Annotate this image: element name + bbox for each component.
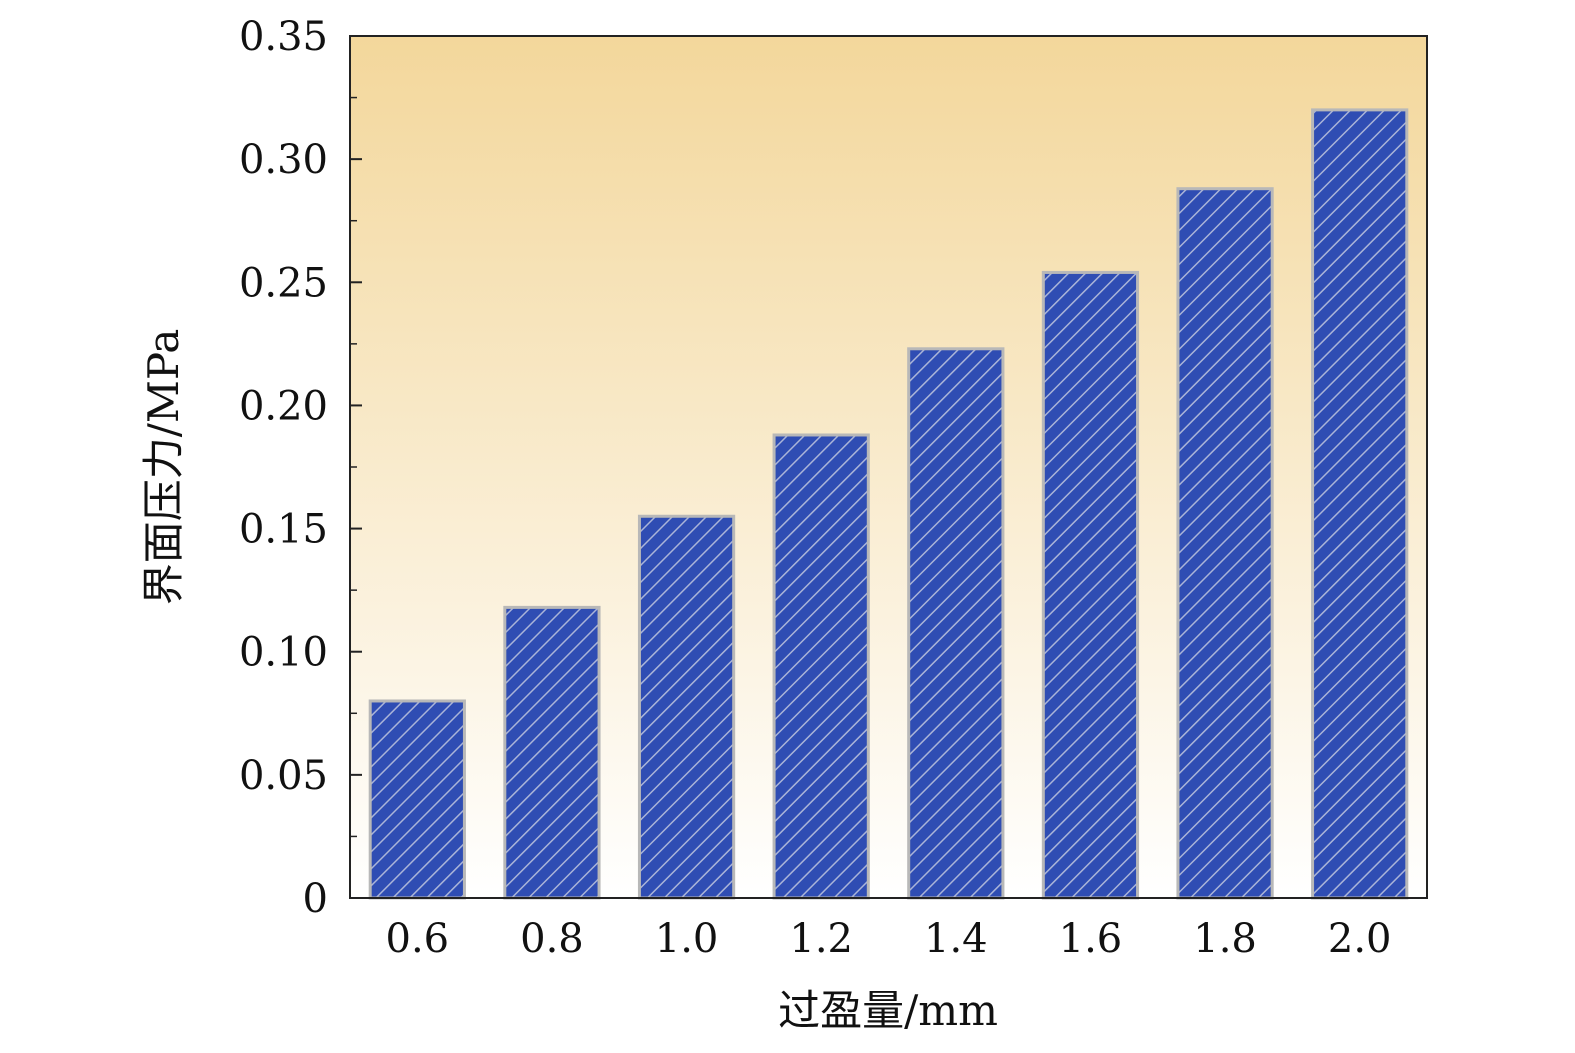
x-axis-title: 过盈量/mm [778,986,998,1035]
x-tick-label: 1.6 [1059,916,1123,962]
x-tick-label: 1.2 [789,916,853,962]
bar-1.8 [1176,187,1274,900]
y-tick-label: 0.05 [239,753,328,799]
y-tick-label: 0.20 [239,383,328,429]
y-tick-label: 0.35 [239,14,328,60]
y-tick-label: 0.10 [239,630,328,676]
bar-0.8 [503,605,601,900]
x-axis-ticks: 0.6 0.8 1.0 1.2 1.4 1.6 1.8 2.0 [386,916,1392,962]
x-tick-label: 1.0 [655,916,719,962]
y-tick-label: 0.25 [239,260,328,306]
bar-1.6 [1041,270,1140,900]
bar-1.0 [637,514,736,900]
y-tick-label: 0.15 [239,507,328,553]
y-tick-label: 0.30 [239,137,328,183]
y-tick-label: 0 [303,876,328,922]
bar-0.6 [368,699,466,900]
x-tick-label: 0.6 [386,916,450,962]
x-tick-label: 2.0 [1328,916,1392,962]
bar-1.4 [907,347,1005,900]
x-tick-label: 0.8 [520,916,584,962]
x-tick-label: 1.4 [924,916,988,962]
y-axis-ticks: 0 0.05 0.10 0.15 0.20 0.25 0.30 0.35 [239,14,362,922]
bar-1.2 [772,433,870,900]
x-tick-label: 1.8 [1193,916,1257,962]
bar-group [368,108,1409,900]
y-axis-title: 界面压力/MPa [139,329,188,606]
bar-2.0 [1311,108,1409,900]
